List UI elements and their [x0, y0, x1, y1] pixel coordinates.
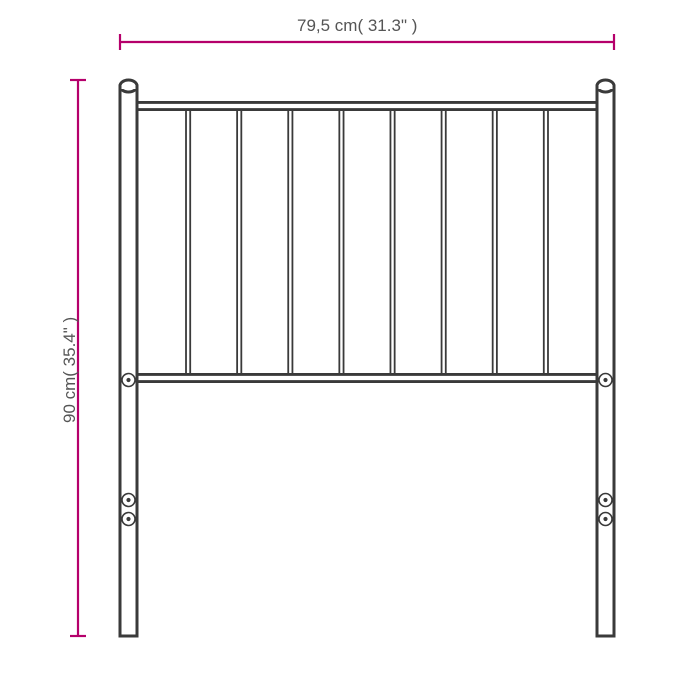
diagram-canvas: 79,5 cm( 31.3" ) 90 cm( 35.4" ) [0, 0, 700, 700]
bolt [122, 374, 135, 387]
post [120, 80, 137, 636]
slat-group [188, 106, 546, 378]
diagram-svg [0, 0, 700, 700]
post [597, 80, 614, 636]
bolt [122, 513, 135, 526]
bolt [122, 494, 135, 507]
width-dimension-label: 79,5 cm( 31.3" ) [297, 16, 417, 36]
bolt [599, 374, 612, 387]
height-dimension-label: 90 cm( 35.4" ) [60, 317, 80, 423]
bolt [599, 513, 612, 526]
bolt [599, 494, 612, 507]
